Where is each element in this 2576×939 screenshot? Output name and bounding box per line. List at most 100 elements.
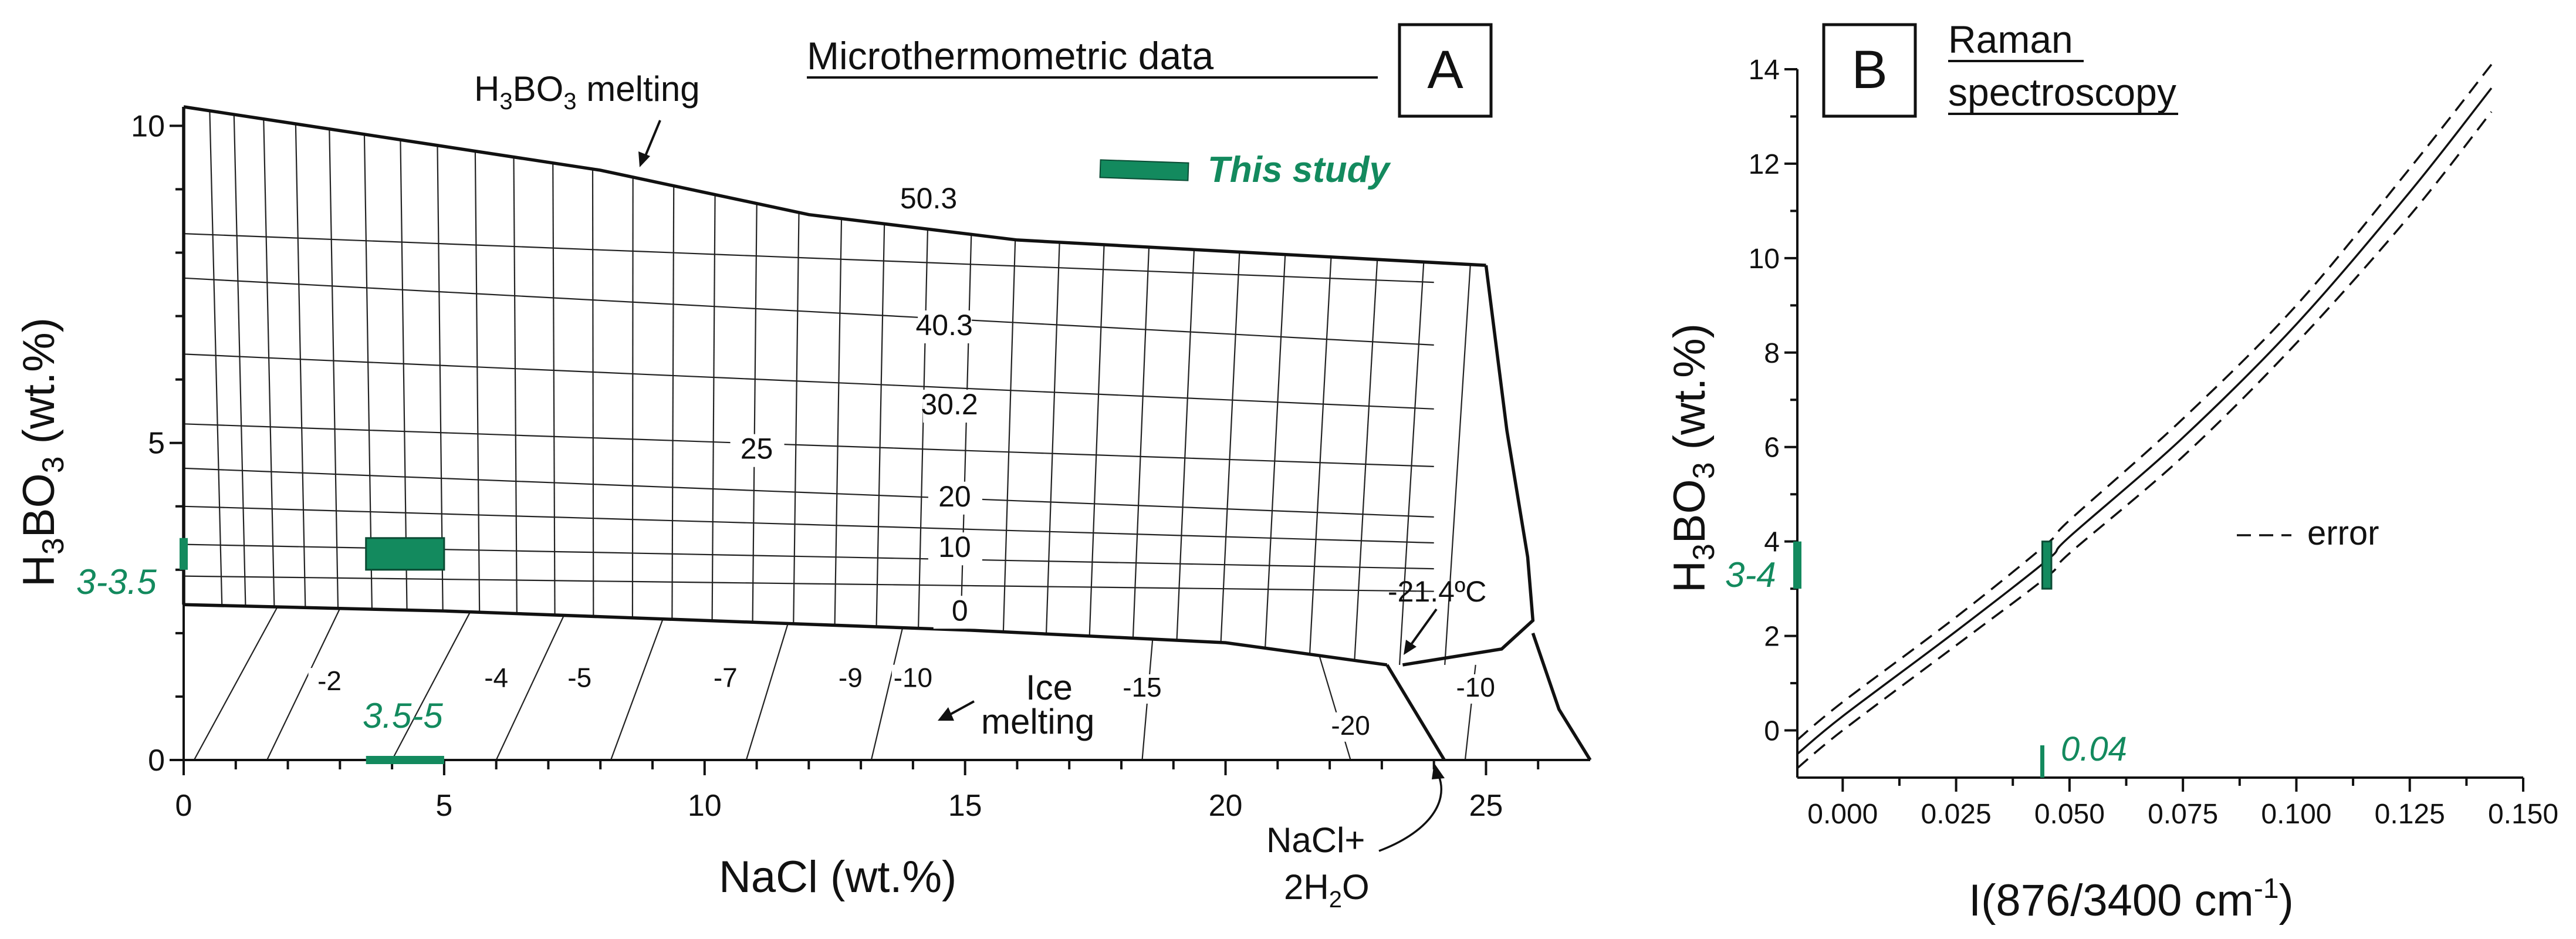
a-isopleth-line — [1220, 252, 1240, 643]
a-isotherm-line — [183, 575, 1434, 592]
b-y-tick-label: 6 — [1764, 433, 1780, 464]
a-h3bo3-melting-label: H3BO3 melting — [474, 69, 700, 114]
a-isopleth-line — [834, 218, 843, 626]
a-legend-marker — [1099, 159, 1189, 181]
a-phase-boundaries — [182, 105, 1592, 761]
b-legend-label: error — [2307, 514, 2379, 552]
a-x-tick-label: 15 — [948, 789, 982, 823]
a-isopleth-line — [263, 119, 275, 607]
b-x-tick-label: 0.050 — [2034, 799, 2105, 830]
a-ice-label-2: melting — [981, 702, 1094, 741]
a-isopleth-line — [1264, 254, 1286, 648]
b-y-tick-label: 0 — [1764, 716, 1780, 747]
a-isopleth-line — [1309, 256, 1332, 654]
b-panel-letter: B — [1851, 40, 1887, 100]
a-isotherm-label-bg — [730, 434, 785, 467]
a-isotherm-line — [183, 277, 1434, 346]
a-ice-label-bg — [1329, 712, 1372, 742]
a-isopleth-line — [233, 114, 246, 606]
b-title-2: spectroscopy — [1948, 70, 2176, 114]
a-isopleth-line — [1444, 264, 1471, 665]
a-isotherm-line — [183, 467, 1434, 518]
a-panel-letter: A — [1427, 40, 1463, 100]
a-ice-isotherm — [495, 615, 565, 761]
a-isopleth-line — [363, 134, 373, 610]
a-ice-isotherm — [391, 612, 471, 761]
b-y-tick-label: 2 — [1764, 622, 1780, 653]
b-x-tick-label: 0.000 — [1807, 799, 1878, 830]
a-ice-melting-label: -2 — [317, 666, 342, 696]
a-h3bo3-saturation-curve — [183, 105, 1486, 267]
a-isotherm-line — [183, 233, 1434, 283]
b-series — [1793, 63, 2493, 778]
a-ice-melting-label: -20 — [1331, 710, 1370, 741]
a-isopleth-line — [329, 129, 339, 609]
a-y-tick-label: 10 — [131, 109, 165, 143]
a-isopleth-line — [960, 234, 972, 630]
a-isopleth-line — [875, 224, 885, 627]
a-range-x-label: 3.5-5 — [363, 696, 443, 735]
a-ice-label-bg — [475, 664, 518, 694]
a-isopleth-line — [400, 140, 408, 610]
a-isotherm-label-bg — [928, 532, 982, 566]
b-y-tick-label: 12 — [1749, 149, 1780, 180]
a-x-tick-label: 25 — [1469, 789, 1503, 823]
a-isopleth-line — [474, 151, 481, 613]
a-isotherm-label: 40.3 — [915, 309, 972, 342]
b-error-curve — [1796, 111, 2493, 769]
a-isopleth-line — [1045, 242, 1060, 634]
a-eutectic-arrowhead — [1404, 640, 1417, 655]
b-y-tick-label: 4 — [1764, 527, 1780, 558]
a-labels: 50.3 40.3 30.2 25 20 10 0 -2 -4 -5 -7 -9 -10 -15 -20 -1… — [180, 182, 1497, 764]
a-ice-melting-label: -7 — [714, 663, 738, 693]
a-ice-melting-label: -15 — [1123, 672, 1161, 702]
a-isopleth-line — [1088, 244, 1105, 636]
a-ice-arrowhead — [938, 707, 954, 721]
a-ice-isotherm — [193, 606, 278, 761]
a-hydrohalite-left-boundary — [1385, 664, 1446, 761]
b-x-tick-label: 0.100 — [2261, 799, 2331, 830]
a-isotherm-line — [183, 423, 1434, 467]
a-isopleth-line — [1132, 247, 1150, 639]
a-ice-isotherm — [610, 619, 664, 761]
a-y-tick-label: 0 — [148, 744, 165, 778]
a-x-tick-label: 20 — [1209, 789, 1243, 823]
a-isopleth-line — [437, 145, 444, 612]
a-x-tick-label: 5 — [435, 789, 452, 823]
a-isopleth-line — [671, 185, 675, 620]
a-isopleth-line — [793, 212, 800, 624]
a-this-study-box — [365, 537, 445, 571]
a-ice-isotherm — [1319, 655, 1351, 761]
b-x-tick-label: 0.125 — [2375, 799, 2445, 830]
b-x-tick-label: 0.075 — [2148, 799, 2218, 830]
a-ice-melting-label: -10 — [1456, 672, 1495, 702]
a-x-label: NaCl (wt.%) — [719, 852, 956, 902]
a-isotherm-label: 50.3 — [900, 182, 957, 215]
b-y-tick-label: 8 — [1764, 338, 1780, 369]
a-isopleth-line — [752, 203, 758, 623]
b-value-x-label: 0.04 — [2061, 730, 2127, 768]
a-nacl-arrow — [1378, 775, 1442, 852]
a-ice-label-bg — [1121, 674, 1164, 704]
b-x-label: I(876/3400 cm-1) — [1969, 873, 2294, 926]
a-isopleth-line — [711, 194, 716, 621]
a-ice-melting-label: -5 — [567, 663, 591, 693]
a-isotherm-label-bg — [933, 596, 988, 629]
a-isotherm-label-bg — [923, 390, 978, 423]
a-isopleth-line — [295, 124, 306, 608]
a-isotherm-label-bg — [918, 310, 972, 344]
a-isopleth-line — [1002, 239, 1016, 632]
a-isopleth-line — [209, 110, 223, 606]
a-ice-liquidus-curve — [183, 603, 1388, 667]
a-isotherm-label: 0 — [952, 594, 968, 627]
b-range-y-label: 3-4 — [1725, 555, 1776, 595]
a-eutectic-arrow — [1408, 608, 1438, 648]
panel-b: 0.000 0.025 0.050 0.075 0.100 0.125 0.150 0 2 4 6 8… — [1665, 18, 2558, 926]
a-right-boundary-curve — [1402, 265, 1535, 667]
a-isopleth-grid — [183, 110, 1476, 761]
a-isotherm-line — [183, 505, 1434, 544]
a-nacl-label-2: 2H2O — [1284, 867, 1370, 913]
a-ice-melting-label: -4 — [484, 663, 508, 693]
b-title-1: Raman — [1948, 18, 2073, 61]
